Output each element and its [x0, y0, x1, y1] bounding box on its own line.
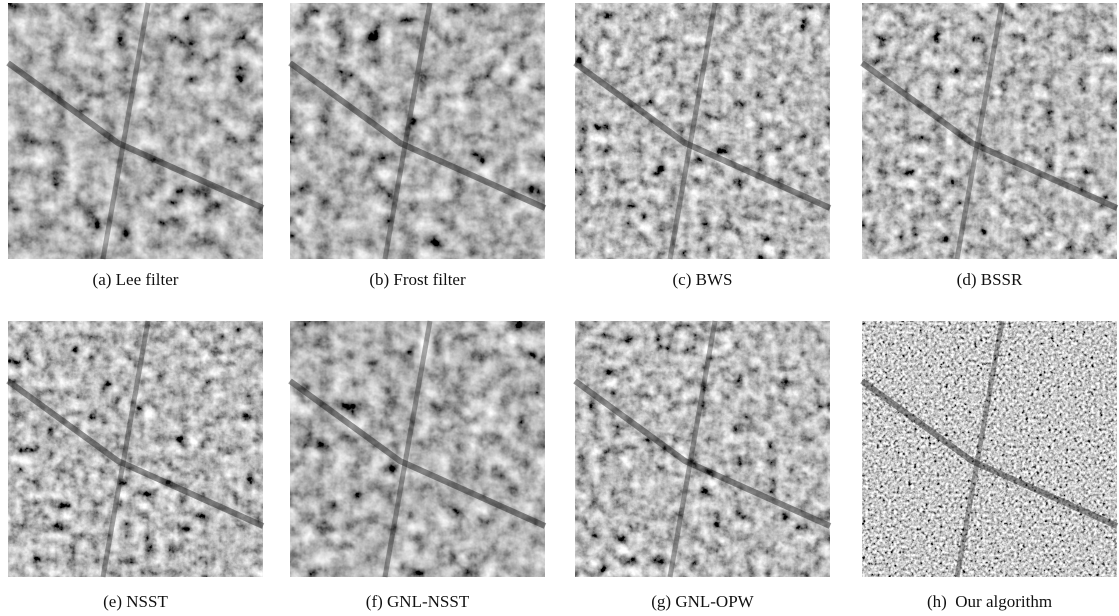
- panel-caption: (b) Frost filter: [369, 270, 466, 289]
- panel-image: [862, 321, 1117, 577]
- panel-caption: (h) Our algorithm: [927, 592, 1052, 611]
- panel-caption: (c) BWS: [673, 270, 733, 289]
- panel: (c) BWS: [575, 3, 830, 289]
- panel: (f) GNL-NSST: [290, 321, 545, 611]
- panel-caption: (g) GNL-OPW: [651, 592, 754, 611]
- panel: (h) Our algorithm: [862, 321, 1117, 611]
- panel-caption: (d) BSSR: [957, 270, 1023, 289]
- panel: (b) Frost filter: [290, 3, 545, 289]
- panel-image: [290, 321, 545, 577]
- panel-image: [575, 321, 830, 577]
- panel: (d) BSSR: [862, 3, 1117, 289]
- panel-caption: (f) GNL-NSST: [366, 592, 470, 611]
- panel-image: [862, 3, 1117, 259]
- figure: (a) Lee filter (b) Frost filter (c) BWS (d)…: [0, 0, 1119, 616]
- panel-caption: (e) NSST: [103, 592, 168, 611]
- panel-image: [290, 3, 545, 259]
- panel-image: [8, 321, 263, 577]
- panel-image: [8, 3, 263, 259]
- panel-caption: (a) Lee filter: [93, 270, 179, 289]
- panel: (g) GNL-OPW: [575, 321, 830, 611]
- panel-image: [575, 3, 830, 259]
- panel: (a) Lee filter: [8, 3, 263, 289]
- panel: (e) NSST: [8, 321, 263, 611]
- page: (a) Lee filter (b) Frost filter (c) BWS (d)…: [0, 0, 1119, 616]
